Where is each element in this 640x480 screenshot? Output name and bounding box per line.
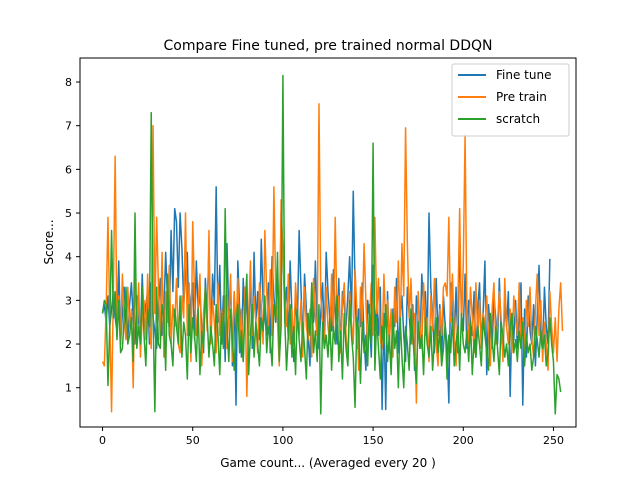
y-tick-label: 3 xyxy=(65,294,72,307)
legend-label: Pre train xyxy=(496,90,547,104)
chart-title: Compare Fine tuned, pre trained normal D… xyxy=(164,38,493,54)
y-tick-label: 2 xyxy=(65,338,72,351)
x-axis-ticks: 0 50 100 150 200 250 xyxy=(99,427,564,447)
x-tick-label: 250 xyxy=(543,434,564,447)
plot-lines xyxy=(101,74,564,415)
legend-label: scratch xyxy=(496,112,540,126)
x-tick-label: 100 xyxy=(272,434,293,447)
plot-frame xyxy=(79,57,577,428)
legend: Fine tune Pre train scratch xyxy=(451,63,570,137)
series-line-scratch xyxy=(101,74,562,415)
y-tick-label: 1 xyxy=(65,382,72,395)
y-tick-label: 4 xyxy=(65,251,72,264)
x-axis-label: Game count... (Averaged every 20 ) xyxy=(220,456,436,470)
y-tick-label: 8 xyxy=(65,76,72,89)
y-tick-label: 5 xyxy=(65,207,72,220)
series-line-pre-train xyxy=(101,103,564,413)
y-tick-label: 6 xyxy=(65,163,72,176)
x-tick-label: 0 xyxy=(99,434,106,447)
x-tick-label: 50 xyxy=(186,434,200,447)
series-line-fine-tune xyxy=(101,186,551,411)
y-axis-ticks: 1 2 3 4 5 6 7 8 xyxy=(65,76,80,395)
legend-label: Fine tune xyxy=(496,68,551,82)
x-tick-label: 200 xyxy=(453,434,474,447)
y-tick-label: 7 xyxy=(65,120,72,133)
y-axis-label: Score... xyxy=(42,219,56,264)
x-tick-label: 150 xyxy=(363,434,384,447)
